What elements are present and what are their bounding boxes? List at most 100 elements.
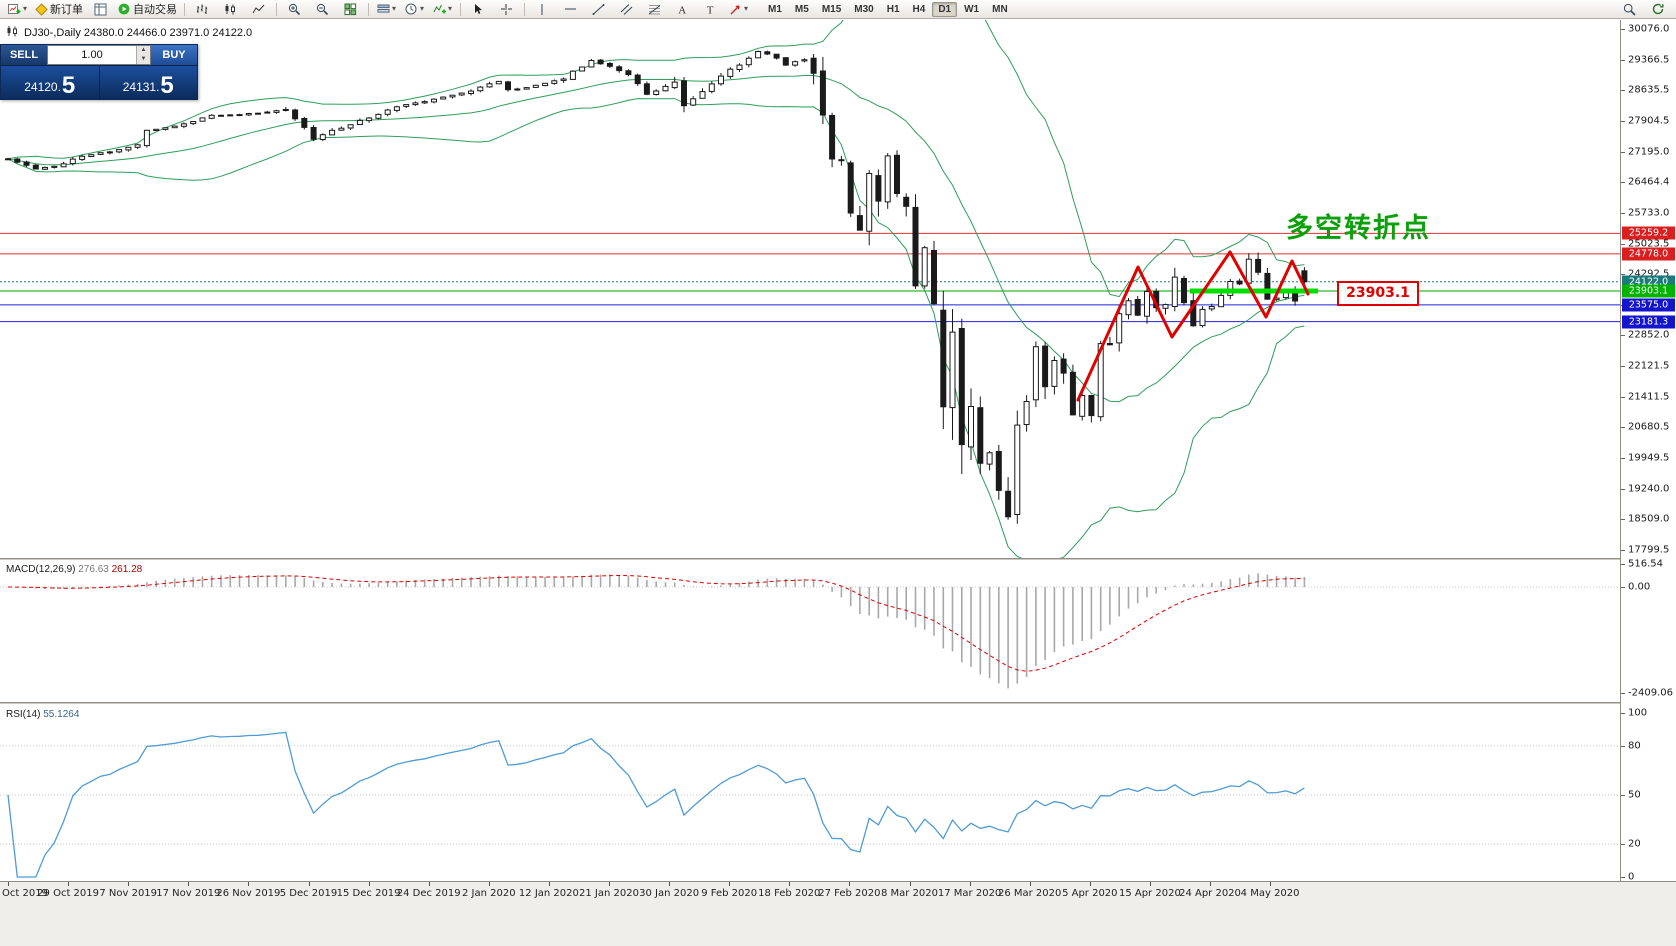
date-label: 2 Jan 2020: [462, 888, 516, 899]
panel-splitter-rsi[interactable]: [0, 702, 1676, 704]
date-label: 9 Feb 2020: [701, 888, 758, 899]
vline-icon: [541, 3, 543, 15]
indicators-button[interactable]: ▾: [429, 0, 456, 19]
date-label: 4 May 2020: [1240, 888, 1300, 899]
price-tick-label: 21411.5: [1628, 391, 1670, 403]
zigzag-annotation[interactable]: [1076, 250, 1310, 402]
bars-icon: [196, 4, 208, 14]
text-button[interactable]: A: [669, 0, 696, 19]
panel-splitter-macd[interactable]: [0, 558, 1676, 560]
date-tick-mark: [128, 882, 130, 886]
price-tick-label: 22852.0: [1628, 329, 1670, 341]
timeframe-m1[interactable]: M1: [768, 3, 782, 15]
date-label: 26 Nov 2019: [216, 888, 281, 899]
date-label: 29 Oct 2019: [37, 888, 100, 899]
macd-panel[interactable]: [0, 561, 1620, 702]
new-order-button[interactable]: 新订单: [32, 0, 86, 19]
sell-price-main: 24120.: [24, 80, 61, 94]
price-tick-label: 29366.5: [1628, 54, 1670, 66]
auto-trading-button[interactable]: 自动交易: [115, 0, 180, 19]
trendline-button[interactable]: [585, 0, 612, 19]
auto-trading-button-label: 自动交易: [133, 4, 177, 16]
sell-button[interactable]: SELL: [1, 45, 47, 65]
fibo-icon: [648, 4, 661, 14]
cursor-icon: [475, 3, 482, 14]
price-tick-label: 30076.0: [1628, 23, 1670, 35]
timeframe-bar: M1 M5 M15 M30 H1 H4 D1 W1 MN: [762, 1, 1014, 17]
timeframe-m30[interactable]: M30: [854, 3, 874, 15]
toolbar: ▾ 新订单 自动交易 ▾ ▾ ▾ A T ▾ M1 M5 M15 M30 H1 H4 D1 W1 MN: [0, 0, 1676, 19]
horizontal-line-button[interactable]: [557, 0, 584, 19]
timeframe-mn[interactable]: MN: [992, 3, 1008, 15]
indicator-icon: [433, 4, 446, 13]
rsi-line: [7, 731, 1305, 878]
volume-down-icon[interactable]: ▼: [137, 55, 150, 64]
date-tick-mark: [548, 882, 550, 886]
scale-tick-mark: [1621, 151, 1625, 153]
macd-histogram: [16, 573, 1306, 689]
buy-button[interactable]: BUY: [151, 45, 197, 65]
date-tick-mark: [1089, 882, 1091, 886]
volume-input[interactable]: 1.00 ▲ ▼: [47, 45, 151, 65]
profiles-button[interactable]: ▾: [373, 0, 400, 19]
period-button[interactable]: ▾: [401, 0, 428, 19]
rsi-value: 55.1264: [43, 709, 80, 720]
timeframe-m15[interactable]: M15: [821, 3, 842, 15]
volume-up-icon[interactable]: ▲: [137, 46, 150, 55]
price-tick-label: 26464.4: [1628, 176, 1670, 188]
level-price-label[interactable]: 23903.1: [1337, 281, 1419, 306]
timeframe-d1[interactable]: D1: [932, 1, 958, 17]
toolbar-separator: [184, 2, 185, 16]
date-tick-mark: [669, 882, 671, 886]
new-chart-button[interactable]: ▾: [4, 0, 31, 19]
volume-value[interactable]: 1.00: [81, 49, 103, 61]
zoom-in-button[interactable]: [281, 0, 308, 19]
channel-button[interactable]: [613, 0, 640, 19]
scale-tick-mark: [1621, 458, 1625, 460]
refresh-button[interactable]: [1645, 0, 1672, 19]
vertical-line-button[interactable]: [529, 0, 556, 19]
date-label: 24 Apr 2020: [1179, 888, 1241, 899]
timeframe-h4[interactable]: H4: [912, 3, 926, 15]
buy-price-pips: 5: [160, 72, 174, 99]
cursor-button[interactable]: [465, 0, 492, 19]
buy-price-button[interactable]: 24131. 5: [100, 66, 198, 100]
sell-price-button[interactable]: 24120. 5: [1, 66, 100, 100]
search-button[interactable]: [1616, 0, 1643, 19]
market-watch-button[interactable]: [87, 0, 114, 19]
timeframe-h1[interactable]: H1: [886, 3, 900, 15]
candlestick-chart-button[interactable]: [217, 0, 244, 19]
label-button[interactable]: T: [697, 0, 724, 19]
macd-scale-min: -2409.06: [1628, 687, 1673, 699]
toolbar-separator: [524, 2, 525, 16]
volume-spinner[interactable]: ▲ ▼: [136, 46, 150, 64]
price-tag: 24778.0: [1622, 247, 1675, 261]
svg-text:A: A: [678, 4, 686, 16]
bar-chart-button[interactable]: [189, 0, 216, 19]
time-axis[interactable]: Oct 2019 29 Oct 2019 7 Nov 2019 17 Nov 2019…: [0, 881, 1676, 946]
fibonacci-button[interactable]: [641, 0, 668, 19]
price-tick-label: 17799.5: [1628, 544, 1670, 556]
scale-tick-mark: [1621, 877, 1625, 878]
date-label: 5 Apr 2020: [1062, 888, 1118, 899]
timeframe-m5[interactable]: M5: [794, 3, 809, 15]
svg-text:T: T: [707, 4, 714, 16]
crosshair-button[interactable]: [493, 0, 520, 19]
price-tag: 23181.3: [1622, 315, 1675, 329]
arrows-button[interactable]: ▾: [725, 0, 752, 19]
scale-tick-mark: [1621, 519, 1625, 521]
price-tick-label: 27904.5: [1628, 115, 1670, 127]
price-tick-label: 19240.0: [1628, 483, 1670, 495]
timeframe-w1[interactable]: W1: [964, 3, 980, 15]
date-tick-mark: [909, 882, 911, 886]
search-icon: [1623, 3, 1636, 16]
zoom-out-button[interactable]: [309, 0, 336, 19]
bull-bear-turning-point-annotation[interactable]: 多空转折点: [1286, 213, 1431, 243]
rsi-panel[interactable]: [0, 705, 1620, 881]
tile-windows-button[interactable]: [337, 0, 364, 19]
price-scale[interactable]: 30076.0 29366.5 28635.5 27904.5 27195.0 26464…: [1620, 20, 1676, 883]
date-label: 30 Jan 2020: [639, 888, 700, 899]
candles-icon: [7, 26, 17, 37]
date-tick-mark: [1029, 882, 1031, 886]
line-chart-button[interactable]: [245, 0, 272, 19]
